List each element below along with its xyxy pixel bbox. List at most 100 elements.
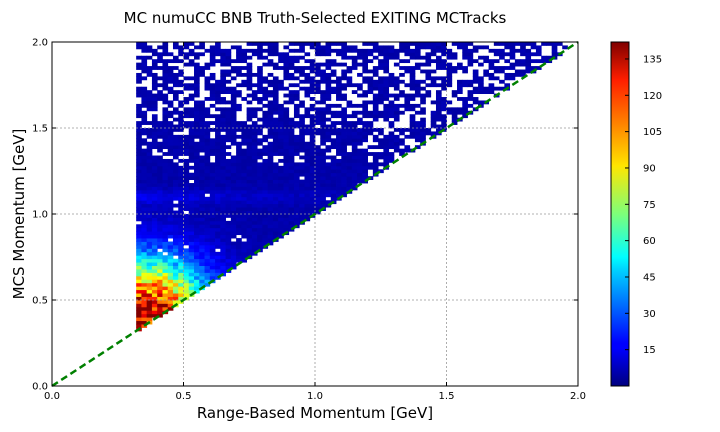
heatmap-cell: [383, 76, 390, 81]
heatmap-cell: [146, 148, 153, 153]
heatmap-cell: [362, 48, 368, 53]
heatmap-cell: [262, 172, 269, 177]
heatmap-cell: [204, 110, 211, 115]
heatmap-cell: [320, 193, 326, 198]
heatmap-cell: [251, 110, 258, 115]
heatmap-cell: [257, 141, 263, 146]
heatmap-cell: [225, 69, 232, 74]
heatmap-cell: [199, 138, 205, 143]
heatmap-cell: [399, 48, 405, 53]
heatmap-cell: [183, 248, 190, 253]
heatmap-cell: [172, 72, 179, 77]
heatmap-cell: [257, 179, 263, 184]
heatmap-cell: [435, 117, 442, 122]
heatmap-cell: [435, 107, 442, 112]
heatmap-cell: [162, 131, 169, 136]
heatmap-cell: [194, 100, 200, 105]
heatmap-cell: [430, 100, 437, 105]
heatmap-cell: [483, 72, 489, 77]
heatmap-cell: [136, 148, 142, 153]
heatmap-cell: [183, 234, 190, 239]
heatmap-cell: [315, 90, 321, 94]
heatmap-cell: [136, 79, 142, 84]
heatmap-cell: [236, 193, 242, 198]
heatmap-cell: [530, 66, 537, 70]
heatmap-cell: [204, 241, 211, 246]
heatmap-cell: [151, 59, 158, 64]
heatmap-cell: [251, 131, 258, 136]
heatmap-cell: [262, 42, 269, 46]
heatmap-cell: [230, 172, 237, 177]
heatmap-cell: [183, 138, 190, 143]
heatmap-cell: [199, 282, 205, 287]
heatmap-cell: [204, 131, 211, 136]
heatmap-cell: [183, 255, 190, 260]
heatmap-cell: [141, 189, 148, 194]
heatmap-cell: [220, 265, 226, 270]
heatmap-cell: [236, 66, 242, 70]
heatmap-cell: [204, 251, 211, 256]
heatmap-cell: [146, 269, 153, 273]
heatmap-cell: [146, 128, 153, 132]
heatmap-cell: [325, 107, 332, 112]
heatmap-cell: [388, 158, 395, 163]
heatmap-cell: [194, 203, 200, 208]
heatmap-cell: [357, 72, 363, 77]
heatmap-cell: [288, 158, 295, 163]
heatmap-cell: [183, 286, 190, 291]
heatmap-cell: [351, 179, 358, 184]
heatmap-cell: [272, 138, 279, 143]
heatmap-cell: [446, 69, 453, 74]
heatmap-cell: [151, 128, 158, 132]
heatmap-cell: [241, 196, 248, 201]
heatmap-cell: [136, 238, 142, 242]
heatmap-cell: [399, 138, 405, 143]
heatmap-cell: [141, 179, 148, 184]
heatmap-cell: [362, 42, 368, 46]
heatmap-cell: [304, 165, 311, 170]
heatmap-cell: [278, 128, 284, 132]
heatmap-cell: [336, 138, 342, 143]
heatmap-cell: [199, 248, 205, 253]
heatmap-cell: [236, 158, 242, 163]
heatmap-cell: [204, 200, 211, 205]
heatmap-cell: [241, 138, 248, 143]
heatmap-cell: [194, 131, 200, 136]
heatmap-cell: [278, 217, 284, 222]
heatmap-cell: [141, 255, 148, 260]
heatmap-cell: [146, 293, 153, 297]
heatmap-cell: [330, 90, 337, 94]
heatmap-cell: [209, 189, 216, 194]
heatmap-cell: [357, 121, 363, 125]
x-axis-label: Range-Based Momentum [GeV]: [197, 404, 433, 422]
heatmap-cell: [315, 189, 321, 194]
heatmap-cell: [272, 134, 279, 139]
heatmap-cell: [157, 52, 163, 57]
heatmap-cell: [304, 183, 311, 187]
heatmap-cell: [404, 148, 411, 153]
heatmap-cell: [188, 114, 195, 119]
heatmap-cell: [172, 128, 179, 132]
heatmap-cell: [304, 66, 311, 70]
heatmap-cell: [393, 48, 400, 53]
heatmap-cell: [309, 169, 316, 174]
heatmap-cell: [262, 124, 269, 129]
heatmap-cell: [167, 258, 174, 263]
heatmap-cell: [293, 203, 300, 208]
heatmap-cell: [283, 134, 290, 139]
heatmap-cell: [251, 172, 258, 177]
heatmap-cell: [435, 100, 442, 105]
heatmap-cell: [462, 45, 468, 50]
heatmap-cell: [204, 183, 211, 187]
heatmap-cell: [151, 169, 158, 174]
heatmap-cell: [425, 131, 432, 136]
heatmap-cell: [309, 162, 316, 167]
heatmap-cell: [278, 172, 284, 177]
heatmap-cell: [283, 100, 290, 105]
heatmap-cell: [346, 114, 353, 119]
heatmap-cell: [278, 200, 284, 205]
heatmap-cell: [315, 183, 321, 187]
heatmap-cell: [467, 83, 474, 88]
heatmap-cell: [141, 110, 148, 115]
heatmap-cell: [199, 141, 205, 146]
